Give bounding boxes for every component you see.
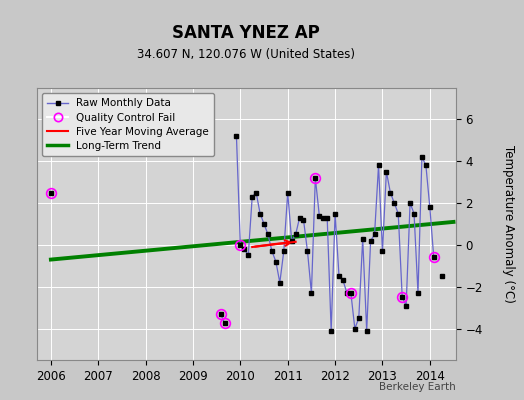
- Text: 34.607 N, 120.076 W (United States): 34.607 N, 120.076 W (United States): [137, 48, 355, 61]
- Text: Berkeley Earth: Berkeley Earth: [379, 382, 456, 392]
- Legend: Raw Monthly Data, Quality Control Fail, Five Year Moving Average, Long-Term Tren: Raw Monthly Data, Quality Control Fail, …: [42, 93, 214, 156]
- Y-axis label: Temperature Anomaly (°C): Temperature Anomaly (°C): [503, 145, 516, 303]
- Text: SANTA YNEZ AP: SANTA YNEZ AP: [172, 24, 320, 42]
